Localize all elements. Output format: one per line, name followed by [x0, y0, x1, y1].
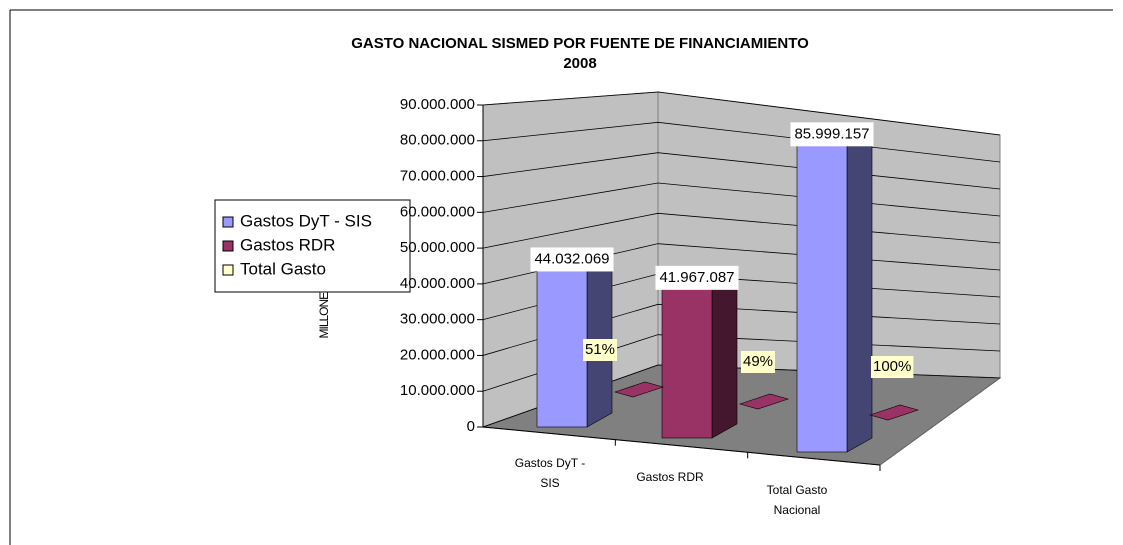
data-label: 85.999.157 [794, 125, 869, 142]
y-tick-label: 10.000.000 [400, 382, 475, 399]
data-label-box [741, 351, 776, 373]
y-tick-label: 90.000.000 [400, 96, 475, 113]
chart-subtitle: 2008 [563, 55, 596, 72]
data-label: 41.967.087 [659, 269, 734, 286]
data-label: 51% [585, 341, 615, 358]
grid-line [482, 91, 1001, 136]
legend-swatch [222, 264, 234, 276]
grid-line [482, 121, 1001, 163]
y-tick-label: 50.000.000 [400, 239, 475, 256]
grid-line [482, 182, 1001, 217]
legend-label: Gastos DyT - SIS [240, 211, 372, 230]
x-axis [482, 426, 881, 466]
grid-line [482, 152, 1001, 190]
bar [738, 393, 790, 410]
data-label-box [790, 122, 874, 147]
data-label-box [655, 265, 739, 290]
data-label: 49% [743, 353, 773, 370]
y-tick-label: 0 [467, 418, 475, 435]
y-tick-label: 80.000.000 [400, 132, 475, 149]
data-label-box [871, 356, 914, 378]
data-label: 100% [873, 358, 911, 375]
x-tick-label: Gastos DyT - SIS [514, 456, 586, 490]
legend [214, 199, 411, 293]
x-tick-label: Total Gasto Nacional [766, 483, 828, 517]
bar-front [536, 269, 588, 428]
bar [660, 273, 739, 439]
data-label: 44.032.069 [534, 250, 609, 267]
bar [795, 129, 874, 453]
bar-front [661, 287, 713, 439]
legend-label: Gastos RDR [240, 235, 335, 254]
y-tick-label: 70.000.000 [400, 168, 475, 185]
y-tick-label: 40.000.000 [400, 275, 475, 292]
y-tick-label: 30.000.000 [400, 311, 475, 328]
grid-line [482, 212, 1001, 249]
data-label-box [583, 339, 618, 361]
y-tick-label: 60.000.000 [400, 203, 475, 220]
chart-title: GASTO NACIONAL SISMED POR FUENTE DE FINA… [351, 35, 809, 52]
bar-side [711, 273, 738, 439]
y-tick-label: 20.000.000 [400, 346, 475, 363]
bar [868, 404, 920, 421]
legend-swatch [222, 216, 234, 228]
bar-front [796, 144, 848, 453]
bar-side [846, 129, 873, 453]
legend-label: Total Gasto [240, 259, 326, 278]
data-label-box [530, 247, 614, 272]
bar [613, 381, 665, 398]
x-tick-label: Gastos RDR [636, 470, 704, 484]
legend-swatch [222, 240, 234, 252]
